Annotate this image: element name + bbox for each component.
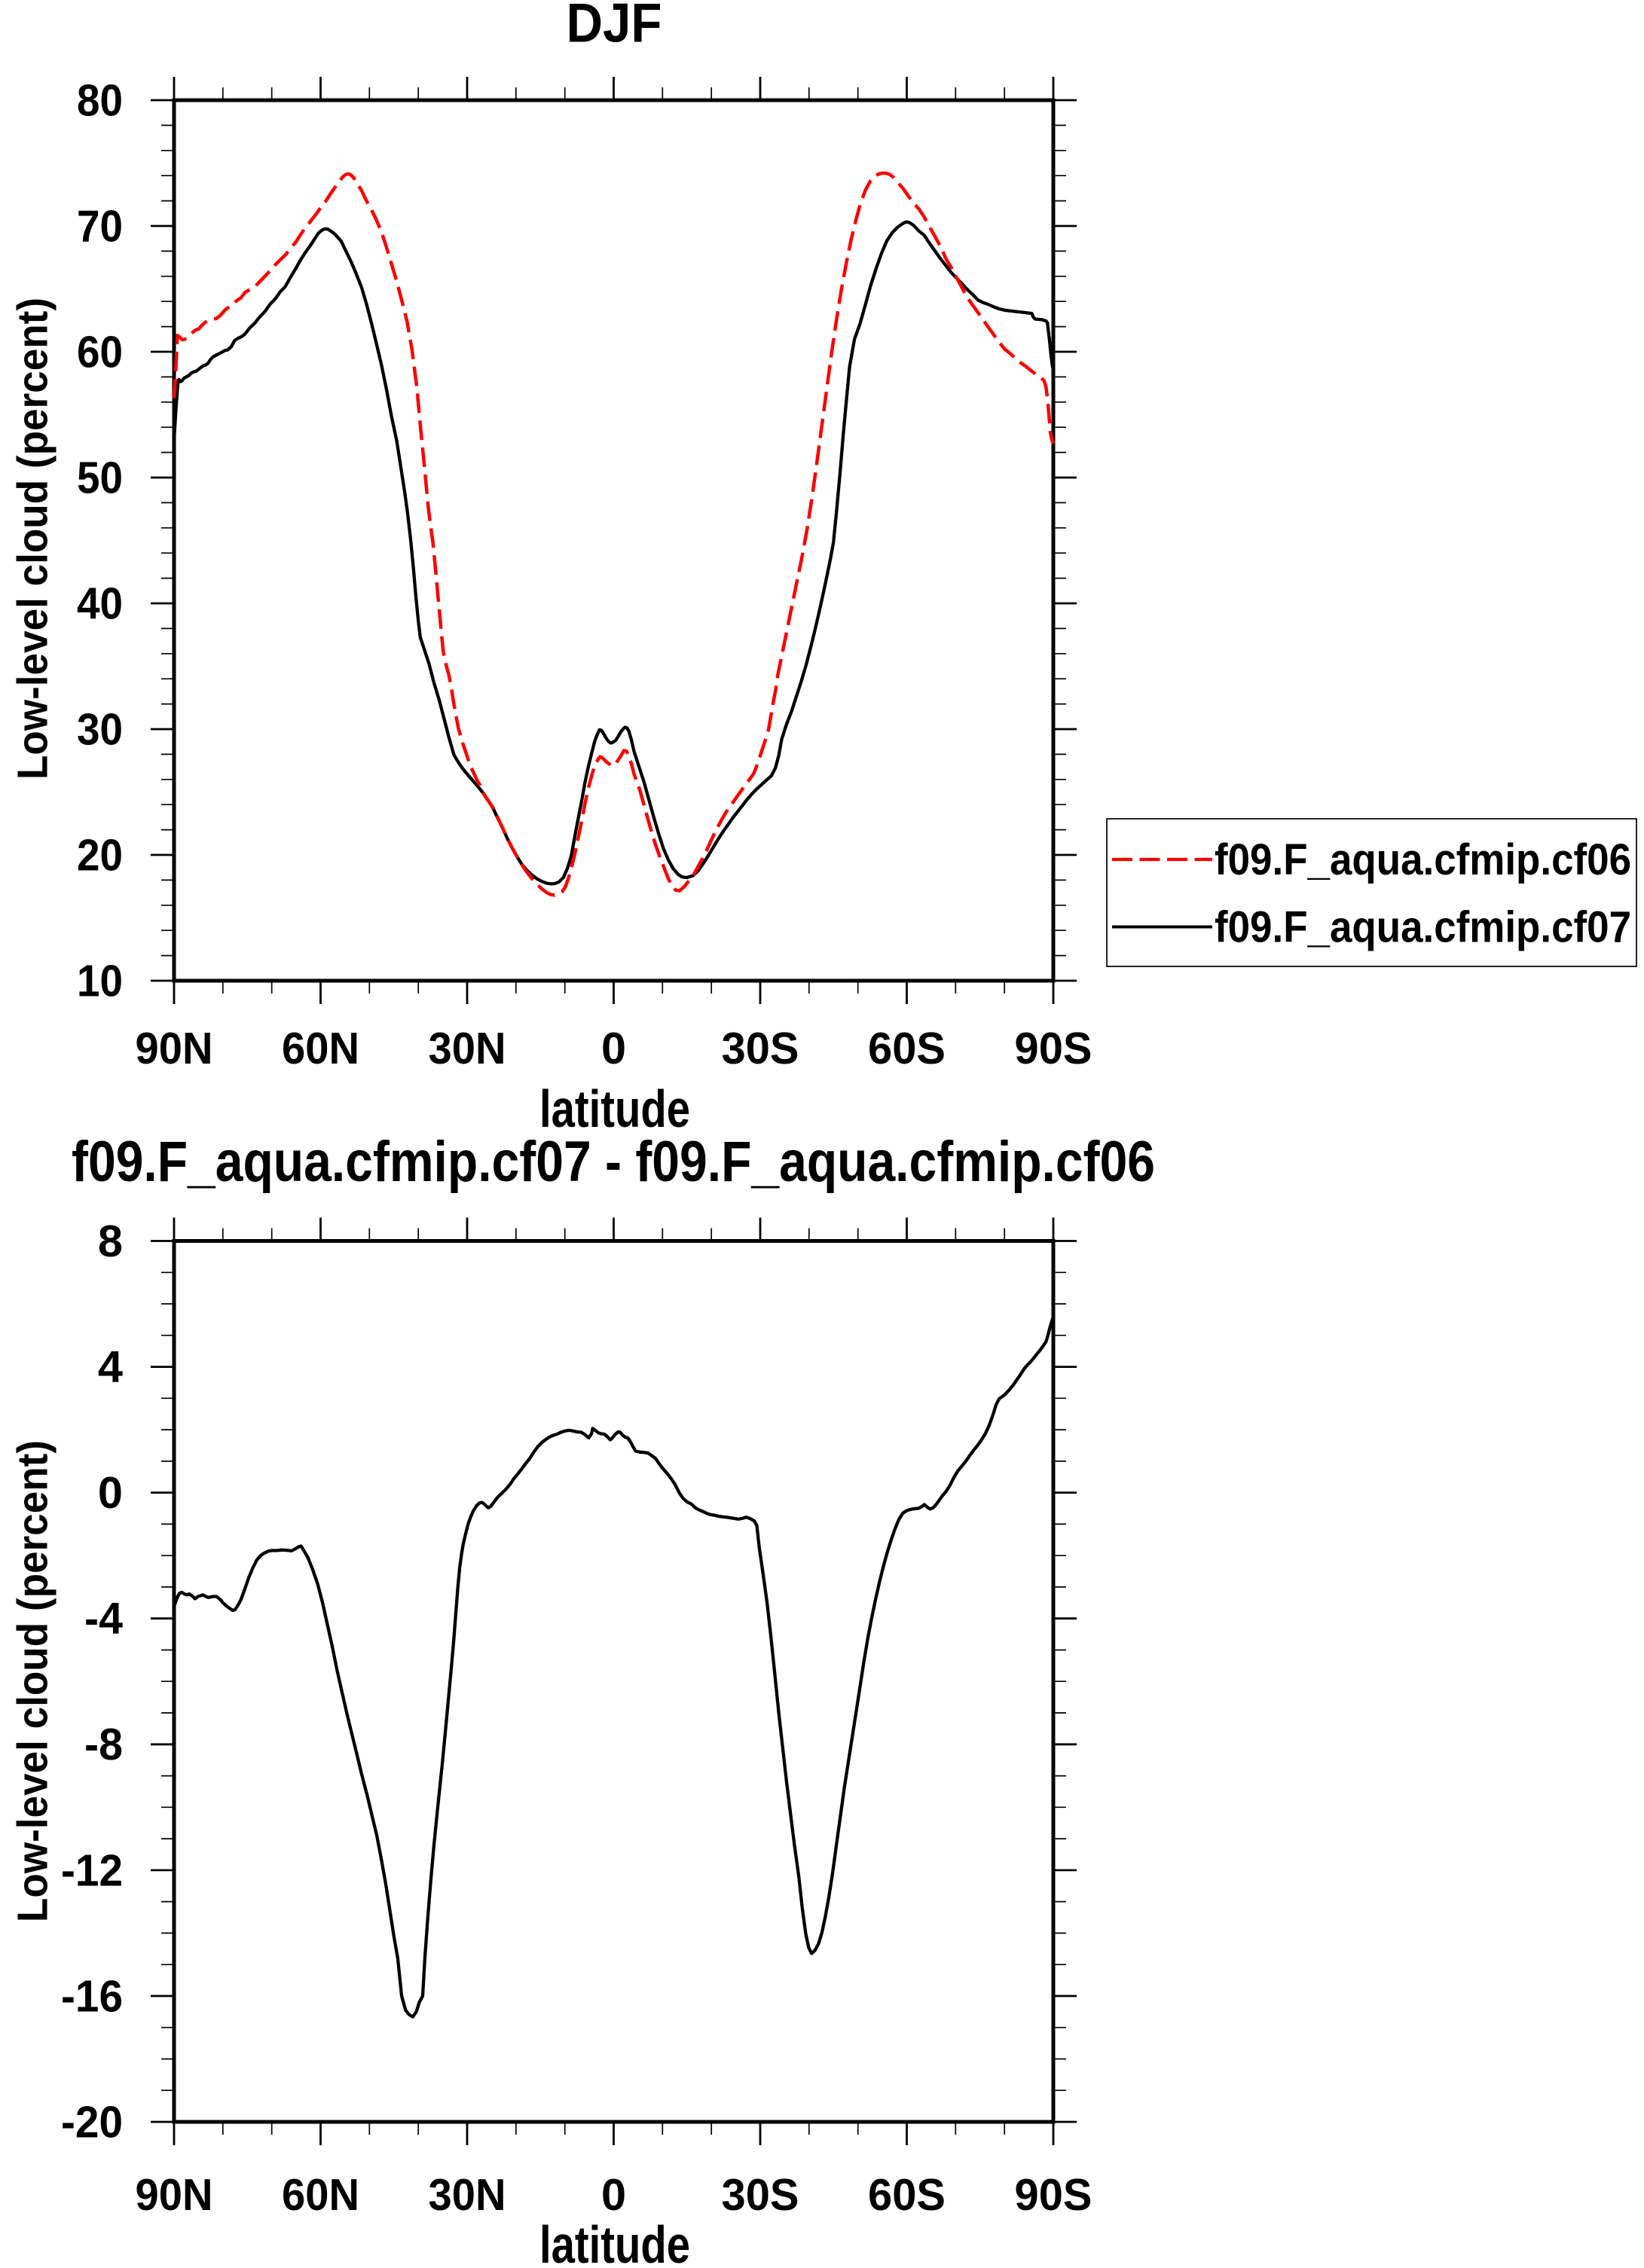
svg-text:8: 8 [98,1216,123,1266]
svg-text:30S: 30S [722,1023,799,1073]
svg-text:f09.F_aqua.cfmip.cf07 - f09.F_: f09.F_aqua.cfmip.cf07 - f09.F_aqua.cfmip… [72,1130,1155,1194]
svg-text:40: 40 [77,578,123,628]
svg-text:60N: 60N [282,1023,359,1073]
svg-text:90N: 90N [136,1023,213,1073]
svg-text:latitude: latitude [539,2215,690,2268]
svg-text:80: 80 [77,75,123,125]
svg-text:60S: 60S [868,2169,946,2220]
svg-text:70: 70 [77,200,123,251]
svg-text:4: 4 [98,1342,123,1392]
svg-text:-16: -16 [61,1970,123,2021]
svg-text:f09.F_aqua.cfmip.cf06: f09.F_aqua.cfmip.cf06 [1215,835,1631,884]
svg-text:30N: 30N [429,2169,506,2220]
svg-text:DJF: DJF [567,0,662,54]
svg-text:-20: -20 [61,2096,123,2147]
svg-text:0: 0 [601,1023,626,1073]
svg-text:latitude: latitude [539,1079,690,1138]
svg-text:0: 0 [98,1467,123,1518]
svg-text:30: 30 [77,704,123,754]
svg-text:30S: 30S [722,2169,799,2220]
svg-text:Low-level cloud (percent): Low-level cloud (percent) [9,298,57,780]
svg-text:-4: -4 [84,1593,123,1644]
svg-text:60: 60 [77,326,123,377]
svg-text:90S: 90S [1015,2169,1092,2220]
svg-text:10: 10 [77,955,123,1006]
svg-text:50: 50 [77,452,123,502]
svg-text:90N: 90N [136,2169,213,2220]
svg-text:60S: 60S [868,1023,946,1073]
svg-text:20: 20 [77,829,123,880]
svg-text:30N: 30N [429,1023,506,1073]
svg-text:Low-level cloud (percent): Low-level cloud (percent) [9,1440,57,1922]
svg-text:90S: 90S [1015,1023,1092,1073]
svg-text:-8: -8 [84,1719,123,1769]
svg-text:0: 0 [601,2169,626,2220]
svg-text:f09.F_aqua.cfmip.cf07: f09.F_aqua.cfmip.cf07 [1215,903,1631,952]
svg-text:-12: -12 [61,1845,123,1895]
svg-text:60N: 60N [282,2169,359,2220]
